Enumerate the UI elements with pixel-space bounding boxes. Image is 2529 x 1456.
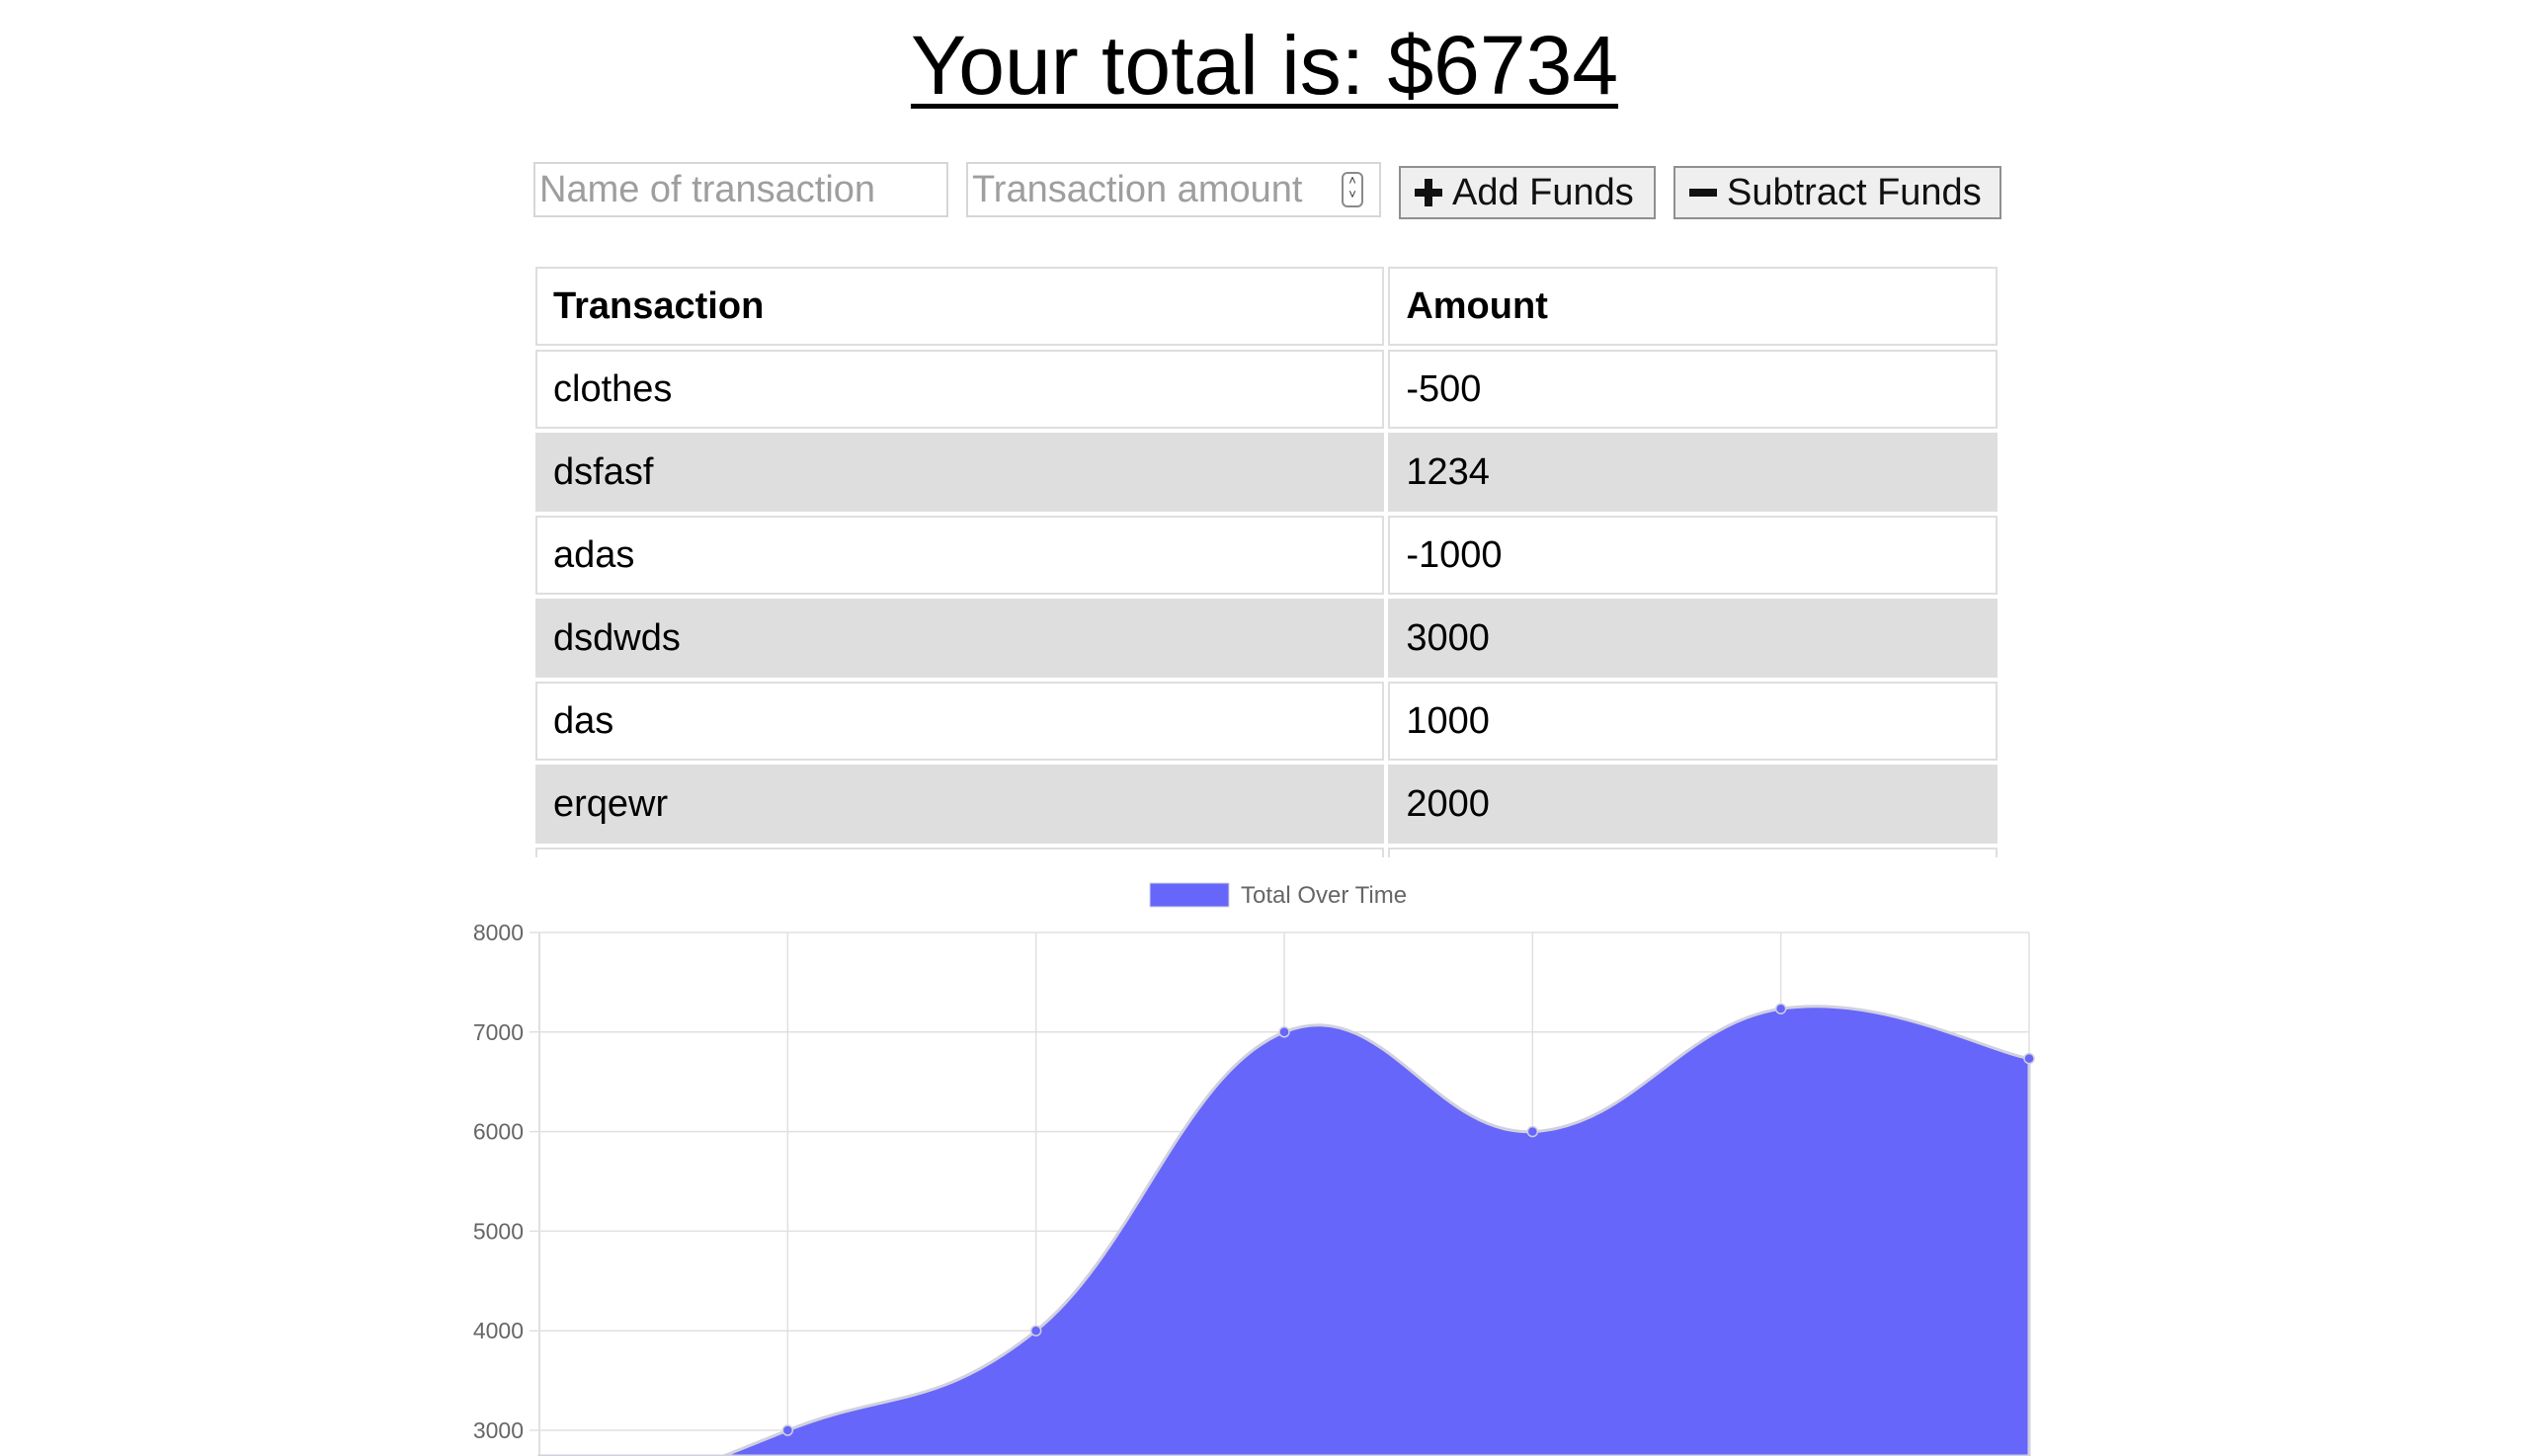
series-points [781, 1003, 2035, 1436]
transaction-amount-cell: 1234 [1388, 433, 1998, 512]
data-point [1526, 1125, 1539, 1138]
transaction-name-cell: das [535, 682, 1385, 761]
table-row: dsdwds 3000 [535, 599, 1998, 678]
transaction-amount-field: ˄˅ [966, 162, 1381, 217]
y-tick-label: 7000 [473, 1019, 524, 1045]
y-tick-label: 6000 [473, 1119, 524, 1145]
transaction-name-cell: adas [535, 516, 1385, 595]
transaction-amount-cell: -500 [1388, 350, 1998, 429]
total-over-time-chart: Total Over Time 3000 4000 5000 6000 7000 8000 [435, 869, 2055, 1456]
transactions-table: Transaction Amount clothes -500 dsfasf 1… [535, 267, 2001, 857]
minus-icon [1689, 179, 1717, 206]
transaction-name-cell: clothes [535, 350, 1385, 429]
transaction-amount-cell: 2000 [1388, 765, 1998, 844]
y-tick-label: 4000 [473, 1318, 524, 1343]
table-row: erqewr 2000 [535, 765, 1998, 844]
transaction-amount-cell: 1000 [1388, 682, 1998, 761]
transactions-table-container[interactable]: Transaction Amount clothes -500 dsfasf 1… [535, 267, 2001, 857]
legend-swatch [1149, 882, 1230, 908]
transaction-name-cell: dsdwds [535, 599, 1385, 678]
table-row: adas -1000 [535, 516, 1998, 595]
table-row: dsfasf 1234 [535, 433, 1998, 512]
transaction-name-input[interactable] [533, 162, 948, 217]
table-header-row: Transaction Amount [535, 267, 1998, 346]
transaction-name-cell: dsfasf [535, 433, 1385, 512]
data-point [781, 1424, 794, 1436]
header-transaction: Transaction [535, 267, 1385, 346]
data-point [1774, 1003, 1787, 1014]
header-amount: Amount [1388, 267, 1998, 346]
data-point [1278, 1026, 1290, 1038]
data-point [2023, 1052, 2035, 1065]
page-title: Your total is: $6734 [910, 19, 1619, 112]
table-row: clothes -500 [535, 350, 1998, 429]
transaction-name-cell [535, 848, 1385, 857]
add-funds-label: Add Funds [1452, 171, 1634, 213]
table-row [535, 848, 1998, 857]
chart-svg: Total Over Time 3000 4000 5000 6000 7000 8000 [473, 882, 2035, 1456]
plus-icon [1415, 179, 1442, 206]
number-spinner-icon[interactable]: ˄ ˅ [1342, 172, 1363, 207]
y-axis-ticks: 3000 4000 5000 6000 7000 8000 [473, 920, 524, 1443]
subtract-funds-label: Subtract Funds [1727, 171, 1982, 213]
y-tick-label: 8000 [473, 920, 524, 945]
data-point [1029, 1325, 1042, 1336]
chart-legend: Total Over Time [1149, 882, 1407, 909]
transaction-amount-cell: -1000 [1388, 516, 1998, 595]
y-tick-label: 3000 [473, 1417, 524, 1443]
table-row: das 1000 [535, 682, 1998, 761]
y-tick-label: 5000 [473, 1218, 524, 1244]
subtract-funds-button[interactable]: Subtract Funds [1673, 166, 2001, 219]
add-funds-button[interactable]: Add Funds [1399, 166, 1656, 219]
transaction-amount-cell [1388, 848, 1998, 857]
transaction-amount-cell: 3000 [1388, 599, 1998, 678]
transaction-name-cell: erqewr [535, 765, 1385, 844]
transaction-amount-input[interactable] [966, 162, 1381, 217]
legend-label: Total Over Time [1241, 882, 1407, 909]
